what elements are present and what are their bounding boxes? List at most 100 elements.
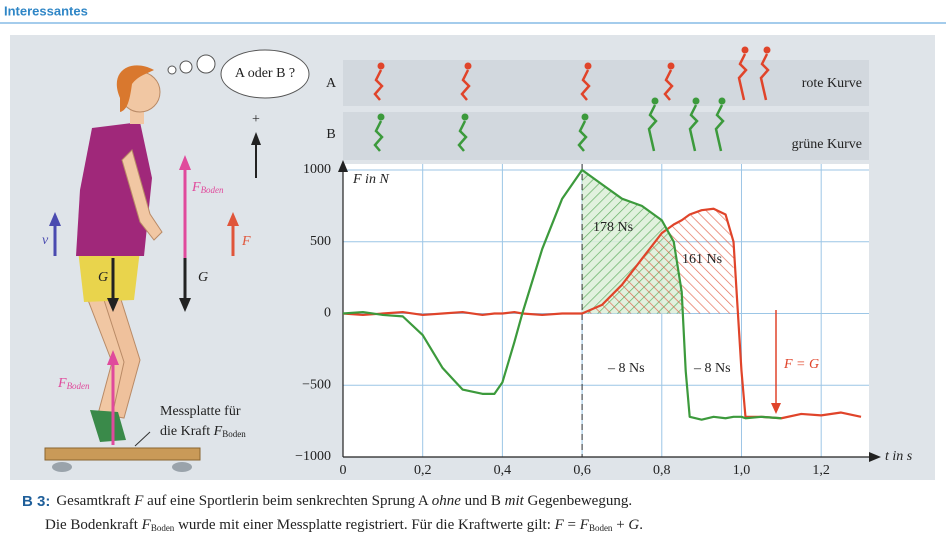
plate-foot xyxy=(52,462,72,472)
jumper-head xyxy=(741,46,749,54)
jumper-body xyxy=(737,53,748,101)
pointer xyxy=(134,431,151,447)
speech-bubble xyxy=(220,49,310,99)
bubble-text: A oder B ? xyxy=(235,66,295,81)
caption-text: G xyxy=(628,517,639,533)
text: die Kraft xyxy=(160,424,214,439)
caption-text: . xyxy=(639,517,643,533)
jumper-head xyxy=(461,113,469,121)
jumper-head xyxy=(584,62,592,70)
x-axis-label: t in s xyxy=(885,449,913,464)
jumper-body xyxy=(577,120,588,152)
header-title: Interessantes xyxy=(4,3,88,18)
annotation: – 8 Ns xyxy=(607,361,645,376)
x-tick-label: 0,8 xyxy=(653,463,671,478)
subscript: Boden xyxy=(67,381,90,391)
velocity-label: v xyxy=(42,233,49,248)
sign-label: + xyxy=(252,112,260,127)
hair xyxy=(116,65,154,112)
symbol: F xyxy=(57,376,67,391)
caption-text: Die Bodenkraft xyxy=(45,517,142,533)
force-plate xyxy=(44,447,201,461)
symbol: F xyxy=(213,424,223,439)
y-tick-label: −500 xyxy=(302,377,331,392)
weight-label: G xyxy=(198,270,208,285)
row-name: grüne Kurve xyxy=(792,137,862,152)
jumper-head xyxy=(377,113,385,121)
annotation: 161 Ns xyxy=(682,252,722,267)
arrow-head xyxy=(107,350,119,365)
arrow-head xyxy=(179,298,191,312)
arrow-head xyxy=(251,132,261,145)
jumper-body xyxy=(759,53,770,101)
jumper-body xyxy=(373,120,384,152)
arrow-head xyxy=(49,212,61,226)
caption-text: + xyxy=(612,517,628,533)
weight-label: G xyxy=(98,270,108,285)
row-label: A xyxy=(326,76,337,91)
x-tick-label: 0,6 xyxy=(573,463,591,478)
caption-text: F xyxy=(141,517,152,533)
jumper-head xyxy=(581,113,589,121)
subscript: Boden xyxy=(201,185,224,195)
bubble-dot xyxy=(179,60,193,74)
jumper-head xyxy=(377,62,385,70)
jumper-head xyxy=(763,46,771,54)
caption-text: wurde mit einer Messplatte registriert. … xyxy=(174,517,554,533)
jumper-body xyxy=(373,69,384,101)
jumper-head xyxy=(667,62,675,70)
plate-label: Messplatte für xyxy=(160,404,241,419)
x-tick-label: 0 xyxy=(340,463,347,478)
y-tick-label: 0 xyxy=(324,306,331,321)
caption-text: F xyxy=(554,517,565,533)
caption-text: mit xyxy=(505,493,525,509)
caption: B 3: Gesamtkraft F auf eine Sportlerin be… xyxy=(22,493,632,510)
jumper-body xyxy=(460,69,471,101)
caption-sub: Boden xyxy=(589,523,613,533)
jumper-body xyxy=(714,104,725,152)
jumper-body xyxy=(457,120,468,152)
bubble-dot xyxy=(167,65,177,75)
caption-label: B 3: xyxy=(22,493,50,510)
illustration: A oder B ? + v FBoden G G F FBoden xyxy=(42,49,310,472)
caption-text: ohne xyxy=(432,493,462,509)
arrow-head xyxy=(869,452,881,462)
row-label: B xyxy=(326,127,335,142)
jumper-body xyxy=(647,104,658,152)
jumper-head xyxy=(718,97,726,105)
force-label: FBoden xyxy=(191,180,224,195)
arrow-head xyxy=(107,298,119,312)
symbol: F xyxy=(191,180,201,195)
y-axis-label: F in N xyxy=(352,172,389,187)
strip-band xyxy=(343,60,869,106)
caption-text: Gesamtkraft xyxy=(56,493,134,509)
y-tick-label: 1000 xyxy=(303,162,331,177)
jumper-body xyxy=(580,69,591,101)
annotation: F = G xyxy=(783,357,819,372)
x-tick-label: 1,2 xyxy=(812,463,830,478)
caption-text: F xyxy=(133,493,144,509)
annotation: – 8 Ns xyxy=(693,361,731,376)
arm xyxy=(121,149,163,241)
caption-text: F xyxy=(579,517,590,533)
shorts xyxy=(78,250,140,302)
net-force-label: F xyxy=(241,234,251,249)
subscript: Boden xyxy=(222,429,246,439)
caption-text: und B xyxy=(461,493,505,509)
row-name: rote Kurve xyxy=(802,76,862,91)
arrow-head xyxy=(227,212,239,226)
force-label: FBoden xyxy=(57,376,90,391)
y-tick-label: 500 xyxy=(310,234,331,249)
arrow-head xyxy=(338,160,348,172)
strip-band xyxy=(343,112,869,160)
shoe xyxy=(90,410,126,442)
jumper-head xyxy=(651,97,659,105)
x-tick-label: 1,0 xyxy=(733,463,751,478)
jumper-head xyxy=(692,97,700,105)
caption-sub: Boden xyxy=(151,523,175,533)
caption: Die Bodenkraft FBoden wurde mit einer Me… xyxy=(45,517,643,533)
annotation: 178 Ns xyxy=(593,220,633,235)
caption-text: auf eine Sportlerin beim senkrechten Spr… xyxy=(143,493,431,509)
